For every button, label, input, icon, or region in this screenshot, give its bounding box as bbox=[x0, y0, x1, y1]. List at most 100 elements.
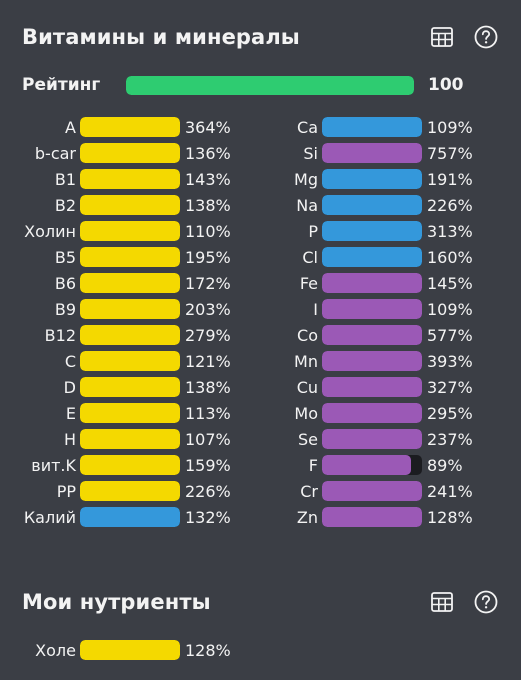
nutrient-row[interactable]: B2 138% bbox=[0, 192, 231, 218]
table-icon[interactable] bbox=[429, 589, 455, 615]
nutrient-label: Fe bbox=[299, 273, 318, 293]
nutrient-value: 145% bbox=[427, 273, 473, 293]
nutrient-value: 89% bbox=[427, 455, 463, 475]
my-nutrients-header-actions bbox=[429, 589, 499, 615]
nutrient-bar-fill bbox=[322, 351, 422, 371]
nutrient-label: B12 bbox=[44, 325, 76, 345]
nutrient-bar-fill bbox=[80, 455, 180, 475]
nutrient-row[interactable]: B1 143% bbox=[0, 166, 231, 192]
nutrient-value: 364% bbox=[185, 117, 231, 137]
nutrient-label: вит.K bbox=[31, 455, 76, 475]
nutrient-row[interactable]: Si 757% bbox=[258, 140, 473, 166]
nutrient-row[interactable]: B5 195% bbox=[0, 244, 231, 270]
nutrient-value: 138% bbox=[185, 195, 231, 215]
nutrient-bar bbox=[322, 429, 422, 449]
nutrient-bar bbox=[80, 247, 180, 267]
nutrient-value: 128% bbox=[427, 507, 473, 527]
nutrient-row[interactable]: вит.K 159% bbox=[0, 452, 231, 478]
nutrient-row[interactable]: b-car 136% bbox=[0, 140, 231, 166]
nutrient-row[interactable]: B6 172% bbox=[0, 270, 231, 296]
nutrient-label: b-car bbox=[34, 143, 76, 163]
nutrient-row[interactable]: Холе 128% bbox=[0, 637, 231, 663]
nutrient-label: Ca bbox=[297, 117, 318, 137]
nutrient-bar bbox=[80, 221, 180, 241]
vitamins-column: A 364% b-car 136% B1 143% B2 138% Холин 110% B5 195… bbox=[0, 114, 231, 530]
nutrient-value: 757% bbox=[427, 143, 473, 163]
rating-label: Рейтинг bbox=[22, 75, 101, 95]
nutrient-row[interactable]: Fe 145% bbox=[258, 270, 473, 296]
nutrient-row[interactable]: E 113% bbox=[0, 400, 231, 426]
nutrient-value: 226% bbox=[185, 481, 231, 501]
nutrient-value: 159% bbox=[185, 455, 231, 475]
nutrient-row[interactable]: PP 226% bbox=[0, 478, 231, 504]
nutrient-row[interactable]: B12 279% bbox=[0, 322, 231, 348]
rating-bar bbox=[126, 75, 414, 95]
nutrient-value: 107% bbox=[185, 429, 231, 449]
nutrient-bar bbox=[322, 143, 422, 163]
nutrient-bar bbox=[322, 481, 422, 501]
nutrient-bar-fill bbox=[80, 247, 180, 267]
nutrient-row[interactable]: F 89% bbox=[258, 452, 473, 478]
rating-row: Рейтинг 100 bbox=[22, 72, 492, 98]
nutrient-row[interactable]: Cl 160% bbox=[258, 244, 473, 270]
nutrient-bar bbox=[80, 455, 180, 475]
help-icon[interactable] bbox=[473, 589, 499, 615]
nutrient-row[interactable]: Mn 393% bbox=[258, 348, 473, 374]
nutrient-value: 393% bbox=[427, 351, 473, 371]
nutrient-value: 191% bbox=[427, 169, 473, 189]
nutrient-row[interactable]: Калий 132% bbox=[0, 504, 231, 530]
nutrient-bar bbox=[322, 507, 422, 527]
nutrient-row[interactable]: I 109% bbox=[258, 296, 473, 322]
table-icon[interactable] bbox=[429, 24, 455, 50]
nutrient-value: 136% bbox=[185, 143, 231, 163]
nutrient-label: E bbox=[65, 403, 76, 423]
help-icon[interactable] bbox=[473, 24, 499, 50]
nutrient-value: 327% bbox=[427, 377, 473, 397]
nutrient-row[interactable]: A 364% bbox=[0, 114, 231, 140]
nutrient-row[interactable]: Cr 241% bbox=[258, 478, 473, 504]
nutrient-bar-fill bbox=[322, 169, 422, 189]
nutrient-bar bbox=[80, 507, 180, 527]
nutrient-label: P bbox=[308, 221, 318, 241]
nutrient-bar-fill bbox=[322, 195, 422, 215]
nutrient-bar-fill bbox=[80, 195, 180, 215]
nutrient-label: Холе bbox=[35, 640, 76, 660]
nutrient-row[interactable]: Холин 110% bbox=[0, 218, 231, 244]
nutrient-bar bbox=[322, 455, 422, 475]
nutrient-bar-fill bbox=[80, 169, 180, 189]
nutrient-bar-fill bbox=[322, 377, 422, 397]
nutrient-bar bbox=[80, 403, 180, 423]
nutrient-row[interactable]: Na 226% bbox=[258, 192, 473, 218]
nutrient-row[interactable]: Zn 128% bbox=[258, 504, 473, 530]
nutrient-bar bbox=[80, 117, 180, 137]
nutrient-row[interactable]: Ca 109% bbox=[258, 114, 473, 140]
nutrient-row[interactable]: Co 577% bbox=[258, 322, 473, 348]
nutrient-bar-fill bbox=[80, 429, 180, 449]
nutrient-label: B1 bbox=[54, 169, 76, 189]
nutrient-bar bbox=[322, 377, 422, 397]
nutrient-row[interactable]: Cu 327% bbox=[258, 374, 473, 400]
nutrient-value: 577% bbox=[427, 325, 473, 345]
nutrient-row[interactable]: Mg 191% bbox=[258, 166, 473, 192]
nutrient-row[interactable]: C 121% bbox=[0, 348, 231, 374]
rating-bar-fill bbox=[126, 75, 414, 95]
nutrient-value: 241% bbox=[427, 481, 473, 501]
nutrient-label: F bbox=[308, 455, 318, 475]
nutrient-bar bbox=[322, 403, 422, 423]
nutrient-bar-fill bbox=[80, 481, 180, 501]
nutrient-bar bbox=[322, 325, 422, 345]
nutrient-bar-fill bbox=[322, 455, 411, 475]
nutrient-row[interactable]: D 138% bbox=[0, 374, 231, 400]
nutrient-value: 313% bbox=[427, 221, 473, 241]
nutrient-row[interactable]: Mo 295% bbox=[258, 400, 473, 426]
nutrient-value: 203% bbox=[185, 299, 231, 319]
nutrient-label: D bbox=[63, 377, 76, 397]
nutrient-label: Se bbox=[298, 429, 318, 449]
vitamins-header: Витамины и минералы bbox=[22, 24, 499, 50]
nutrient-row[interactable]: H 107% bbox=[0, 426, 231, 452]
nutrient-row[interactable]: B9 203% bbox=[0, 296, 231, 322]
nutrient-row[interactable]: Se 237% bbox=[258, 426, 473, 452]
nutrient-row[interactable]: P 313% bbox=[258, 218, 473, 244]
nutrient-value: 279% bbox=[185, 325, 231, 345]
nutrient-label: B5 bbox=[54, 247, 76, 267]
